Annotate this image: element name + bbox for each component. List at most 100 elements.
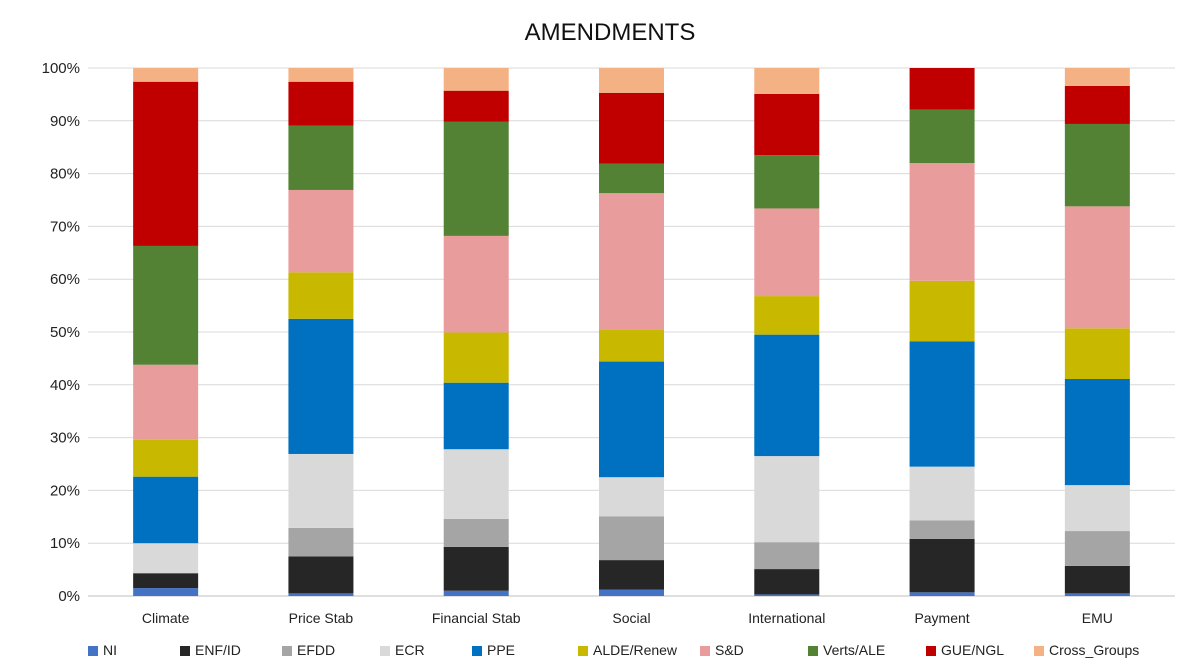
legend-label: EFDD — [297, 642, 335, 658]
bar-segment — [133, 476, 199, 544]
bar-segment — [133, 543, 199, 573]
bar-segment — [599, 361, 664, 478]
bar-stack — [288, 68, 354, 596]
bar-stack — [909, 68, 975, 596]
legend-swatch — [808, 646, 818, 656]
bar-stack — [443, 68, 509, 596]
legend-swatch — [578, 646, 588, 656]
bar-segment — [909, 163, 975, 281]
bar-segment — [288, 81, 354, 126]
legend-label: PPE — [487, 642, 515, 658]
legend-label: Verts/ALE — [823, 642, 885, 658]
legend-item: NI — [88, 642, 117, 658]
bar-segment — [754, 569, 820, 595]
legend-label: ECR — [395, 642, 425, 658]
legend-swatch — [1034, 646, 1044, 656]
bar-segment — [599, 193, 664, 330]
bar-stack — [1064, 68, 1130, 596]
bar-segment — [599, 516, 664, 561]
legend-item: EFDD — [282, 642, 335, 658]
legend-swatch — [88, 646, 98, 656]
bar-segment — [288, 453, 354, 528]
y-tick-label: 80% — [50, 166, 80, 183]
bar-segment — [1064, 531, 1130, 566]
bar-segment — [599, 163, 664, 194]
bar-segment — [599, 589, 664, 596]
x-tick-label: International — [748, 610, 825, 626]
bar-segment — [1064, 206, 1130, 329]
bar-segment — [288, 593, 354, 596]
bar-segment — [133, 68, 199, 82]
y-tick-label: 10% — [50, 535, 80, 552]
bar-segment — [1064, 85, 1130, 124]
bar-segment — [133, 573, 199, 589]
bar-segment — [443, 449, 509, 519]
bar-segment — [1064, 565, 1130, 594]
y-tick-label: 40% — [50, 377, 80, 394]
legend-swatch — [180, 646, 190, 656]
legend-label: NI — [103, 642, 117, 658]
legend-label: Cross_Groups — [1049, 642, 1139, 658]
bar-segment — [288, 272, 354, 319]
legend-swatch — [282, 646, 292, 656]
legend-item: Verts/ALE — [808, 642, 885, 658]
legend-item: Cross_Groups — [1034, 642, 1139, 658]
y-tick-label: 20% — [50, 482, 80, 499]
bar-segment — [754, 296, 820, 335]
bar-segment — [133, 364, 199, 440]
bar-segment — [443, 68, 509, 91]
bar-stack — [133, 68, 199, 596]
bar-segment — [909, 109, 975, 164]
bar-segment — [754, 594, 820, 596]
legend-item: S&D — [700, 642, 744, 658]
legend-swatch — [380, 646, 390, 656]
chart-title: AMENDMENTS — [525, 19, 696, 46]
bar-segment — [599, 68, 664, 93]
bar-segment — [754, 68, 820, 94]
bar-segment — [133, 588, 199, 596]
y-tick-label: 50% — [50, 324, 80, 341]
y-tick-label: 70% — [50, 218, 80, 235]
bar-segment — [133, 245, 199, 365]
bar-segment — [754, 93, 820, 156]
legend-swatch — [700, 646, 710, 656]
x-tick-label: Price Stab — [289, 610, 354, 626]
bar-segment — [288, 189, 354, 273]
legend-item: PPE — [472, 642, 515, 658]
bar-segment — [443, 590, 509, 596]
bar-segment — [909, 592, 975, 596]
legend-item: ECR — [380, 642, 425, 658]
bar-segment — [133, 439, 199, 477]
bar-segment — [1064, 123, 1130, 207]
bar-segment — [1064, 593, 1130, 596]
bar-segment — [599, 477, 664, 517]
y-tick-label: 0% — [58, 588, 80, 605]
bar-segment — [443, 121, 509, 236]
bar-segment — [443, 518, 509, 547]
bar-segment — [909, 466, 975, 521]
x-tick-label: Social — [612, 610, 650, 626]
bar-segment — [133, 81, 199, 246]
y-tick-label: 100% — [42, 60, 80, 77]
bar-segment — [599, 329, 664, 362]
bar-segment — [443, 235, 509, 333]
y-tick-label: 90% — [50, 113, 80, 130]
bar-segment — [1064, 68, 1130, 86]
bar-segment — [754, 542, 820, 570]
bar-segment — [133, 572, 199, 574]
bar-segment — [288, 68, 354, 82]
bar-segment — [909, 520, 975, 539]
bar-segment — [443, 332, 509, 383]
bar-stack — [599, 68, 664, 596]
bar-segment — [909, 68, 975, 110]
bar-segment — [754, 334, 820, 457]
x-tick-label: Payment — [914, 610, 969, 626]
x-tick-label: Climate — [142, 610, 190, 626]
bar-segment — [288, 527, 354, 557]
bar-segment — [1064, 378, 1130, 486]
legend-item: GUE/NGL — [926, 642, 1004, 658]
x-tick-label: EMU — [1082, 610, 1113, 626]
bar-segment — [909, 341, 975, 467]
y-tick-label: 60% — [50, 271, 80, 288]
